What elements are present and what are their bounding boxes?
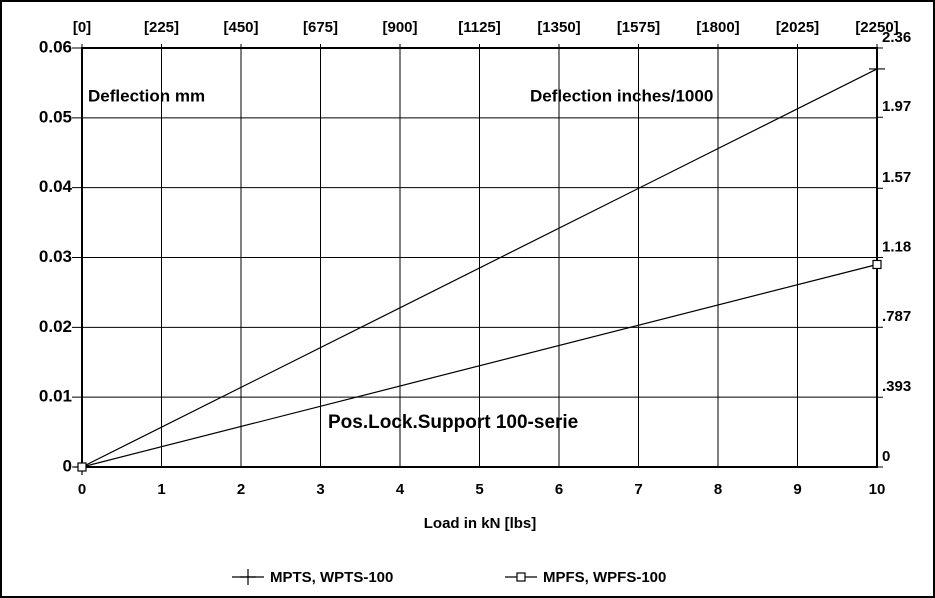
y2-tick-label: .787	[882, 308, 911, 325]
y-tick-label: 0.02	[39, 317, 72, 336]
y2-tick-label: 2.36	[882, 29, 911, 46]
x-tick-label: 8	[714, 481, 722, 498]
data-point	[869, 60, 885, 77]
x-tick-label: 9	[793, 481, 801, 498]
x-tick-label: 5	[475, 481, 483, 498]
x2-tick-label: [2250]	[855, 19, 898, 36]
y-tick-label: 0.06	[39, 37, 72, 56]
x-tick-label: 6	[555, 481, 563, 498]
legend-marker	[240, 569, 256, 585]
y-tick-label: 0.03	[39, 247, 72, 266]
y-tick-label: 0.05	[39, 107, 72, 126]
series-line	[81, 68, 878, 468]
legend-label: MPTS, WPTS-100	[270, 569, 393, 586]
data-point	[77, 462, 87, 472]
y-tick-label: 0.04	[39, 177, 73, 196]
y2-tick-label: 1.97	[882, 98, 911, 115]
x-tick-label: 10	[869, 481, 886, 498]
data-point	[872, 259, 882, 270]
x2-tick-label: [450]	[223, 19, 258, 36]
legend-label: MPFS, WPFS-100	[543, 569, 666, 586]
y2-tick-label: 0	[882, 448, 890, 465]
plot-border	[81, 47, 878, 468]
x-axis-label: Load in kN [lbs]	[424, 515, 537, 532]
x-tick-label: 3	[316, 481, 324, 498]
annotation: Deflection mm	[88, 86, 205, 105]
y2-tick-label: .393	[882, 378, 911, 395]
x2-tick-label: [225]	[144, 19, 179, 36]
x2-tick-label: [675]	[303, 19, 338, 36]
x2-tick-label: [1575]	[617, 19, 660, 36]
series-line	[81, 263, 878, 468]
x-tick-label: 4	[396, 481, 405, 498]
x-tick-label: 2	[237, 481, 245, 498]
x2-tick-label: [900]	[382, 19, 417, 36]
y-tick-label: 0.01	[39, 387, 72, 406]
y2-tick-label: 1.57	[882, 169, 911, 186]
x2-tick-label: [1350]	[537, 19, 580, 36]
x-tick-label: 7	[634, 481, 642, 498]
y-tick-label: 0	[63, 456, 72, 475]
x2-tick-label: [1800]	[696, 19, 739, 36]
legend-marker	[516, 572, 526, 582]
x2-tick-label: [1125]	[458, 19, 501, 36]
annotation: Pos.Lock.Support 100-serie	[328, 412, 578, 433]
x-tick-label: 0	[78, 481, 86, 498]
y2-tick-label: 1.18	[882, 238, 911, 255]
x-tick-label: 1	[157, 481, 165, 498]
x2-tick-label: [2025]	[776, 19, 819, 36]
annotation: Deflection inches/1000	[530, 86, 713, 105]
x2-tick-label: [0]	[73, 19, 91, 36]
